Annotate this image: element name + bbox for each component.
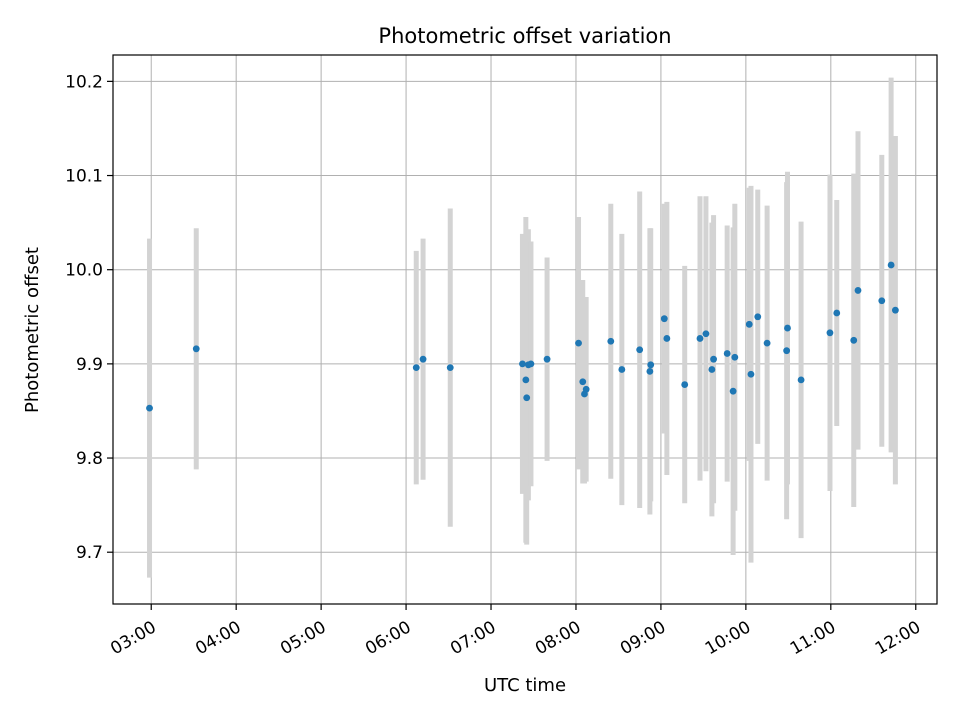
y-tick-label: 10.2 xyxy=(65,72,103,92)
data-point xyxy=(646,368,654,375)
x-tick-label: 03:00 xyxy=(107,617,159,659)
data-point xyxy=(607,337,615,345)
x-tick-label: 12:00 xyxy=(872,617,924,659)
data-point xyxy=(891,306,899,314)
data-point xyxy=(696,335,704,342)
chart-title: Photometric offset variation xyxy=(378,24,671,48)
x-tick-label: 05:00 xyxy=(277,617,329,659)
x-tick-label: 06:00 xyxy=(362,617,414,659)
data-point xyxy=(854,287,862,294)
data-point xyxy=(579,378,587,386)
data-point xyxy=(710,355,717,363)
data-point xyxy=(784,324,791,332)
x-tick-label: 09:00 xyxy=(617,617,669,659)
data-point xyxy=(660,315,668,323)
data-point xyxy=(702,330,710,338)
data-point xyxy=(575,339,582,347)
data-point xyxy=(192,345,200,353)
data-point xyxy=(731,353,739,361)
plot-frame xyxy=(112,54,938,605)
data-point xyxy=(833,309,841,317)
data-point xyxy=(419,355,427,363)
data-point xyxy=(826,329,834,337)
data-point xyxy=(783,347,791,355)
y-tick-label: 9.8 xyxy=(76,449,103,469)
data-point xyxy=(663,335,671,342)
data-point xyxy=(763,339,771,347)
data-point xyxy=(745,320,753,328)
y-tick-label: 10.0 xyxy=(65,261,103,281)
data-point xyxy=(887,261,895,269)
x-tick-label: 11:00 xyxy=(787,617,839,659)
data-points xyxy=(146,261,899,412)
data-point xyxy=(708,366,716,373)
data-point xyxy=(754,313,762,321)
y-tick-label: 9.9 xyxy=(76,355,103,375)
data-point xyxy=(647,361,655,369)
data-point xyxy=(412,364,420,372)
data-point xyxy=(723,350,731,357)
data-point xyxy=(523,394,531,402)
data-point xyxy=(636,346,644,354)
y-tick-label: 9.7 xyxy=(76,543,103,563)
x-tick-label: 07:00 xyxy=(447,617,499,659)
data-point xyxy=(527,360,535,368)
y-tick-label: 10.1 xyxy=(65,167,103,187)
data-point xyxy=(729,387,737,395)
x-tick-label: 10:00 xyxy=(702,617,754,659)
data-point xyxy=(543,355,551,363)
x-axis-label: UTC time xyxy=(484,675,566,696)
data-point xyxy=(850,336,858,344)
data-point xyxy=(519,360,526,368)
data-point xyxy=(522,376,530,384)
x-tick-label: 04:00 xyxy=(192,617,244,659)
data-point xyxy=(618,366,626,373)
x-tick-label: 08:00 xyxy=(532,617,584,659)
y-axis-label: Photometric offset xyxy=(22,247,43,413)
data-point xyxy=(582,385,590,393)
data-point xyxy=(797,376,805,384)
data-point xyxy=(747,370,755,378)
data-point xyxy=(446,364,454,372)
data-point xyxy=(146,404,153,412)
data-point xyxy=(878,297,886,305)
data-point xyxy=(681,381,689,388)
